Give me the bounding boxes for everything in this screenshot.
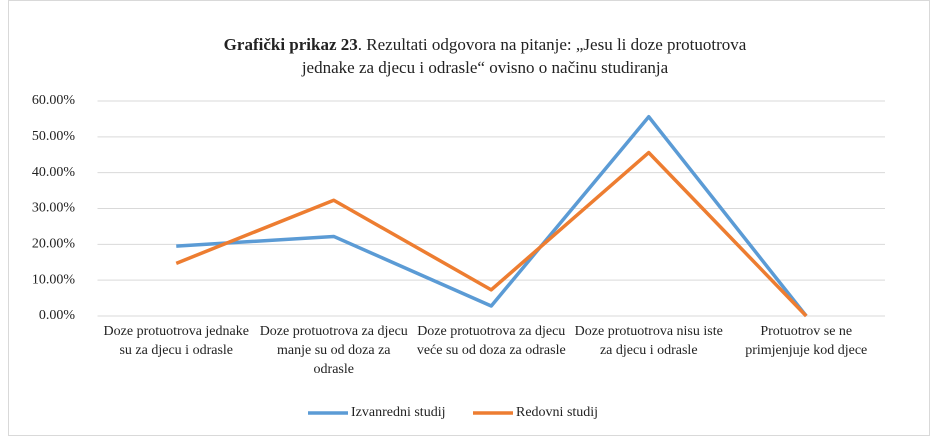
x-tick-label: Doze protuotrova nisu iste za djecu i od… <box>574 324 723 358</box>
legend-label: Redovni studij <box>516 405 598 420</box>
x-tick-label: Doze protuotrova jednake su za djecu i o… <box>103 324 249 358</box>
series-line <box>176 115 808 318</box>
y-tick-label: 10.00% <box>32 272 76 287</box>
title-bold: Grafički prikaz 23 <box>224 35 358 54</box>
chart-title: Grafički prikaz 23. Rezultati odgovora n… <box>224 35 747 54</box>
y-tick-label: 40.00% <box>32 165 76 180</box>
title-text: . Rezultati odgovora na pitanje: „Jesu l… <box>358 35 747 54</box>
y-tick-label: 0.00% <box>39 308 76 323</box>
y-tick-label: 50.00% <box>32 129 76 144</box>
series-line <box>175 150 808 318</box>
chart-title-line: jednake za djecu i odrasle“ ovisno o nač… <box>301 58 669 77</box>
x-tick-label: Protuotrov se ne primjenjuje kod djece <box>745 324 868 358</box>
y-tick-label: 20.00% <box>32 237 76 252</box>
x-tick-label: Doze protuotrova za djecu veće su od doz… <box>416 324 566 358</box>
y-tick-label: 30.00% <box>32 201 76 216</box>
x-tick-label: Doze protuotrova za djecu manje su od do… <box>259 324 408 377</box>
legend-label: Izvanredni studij <box>351 405 445 420</box>
y-tick-label: 60.00% <box>32 93 76 108</box>
